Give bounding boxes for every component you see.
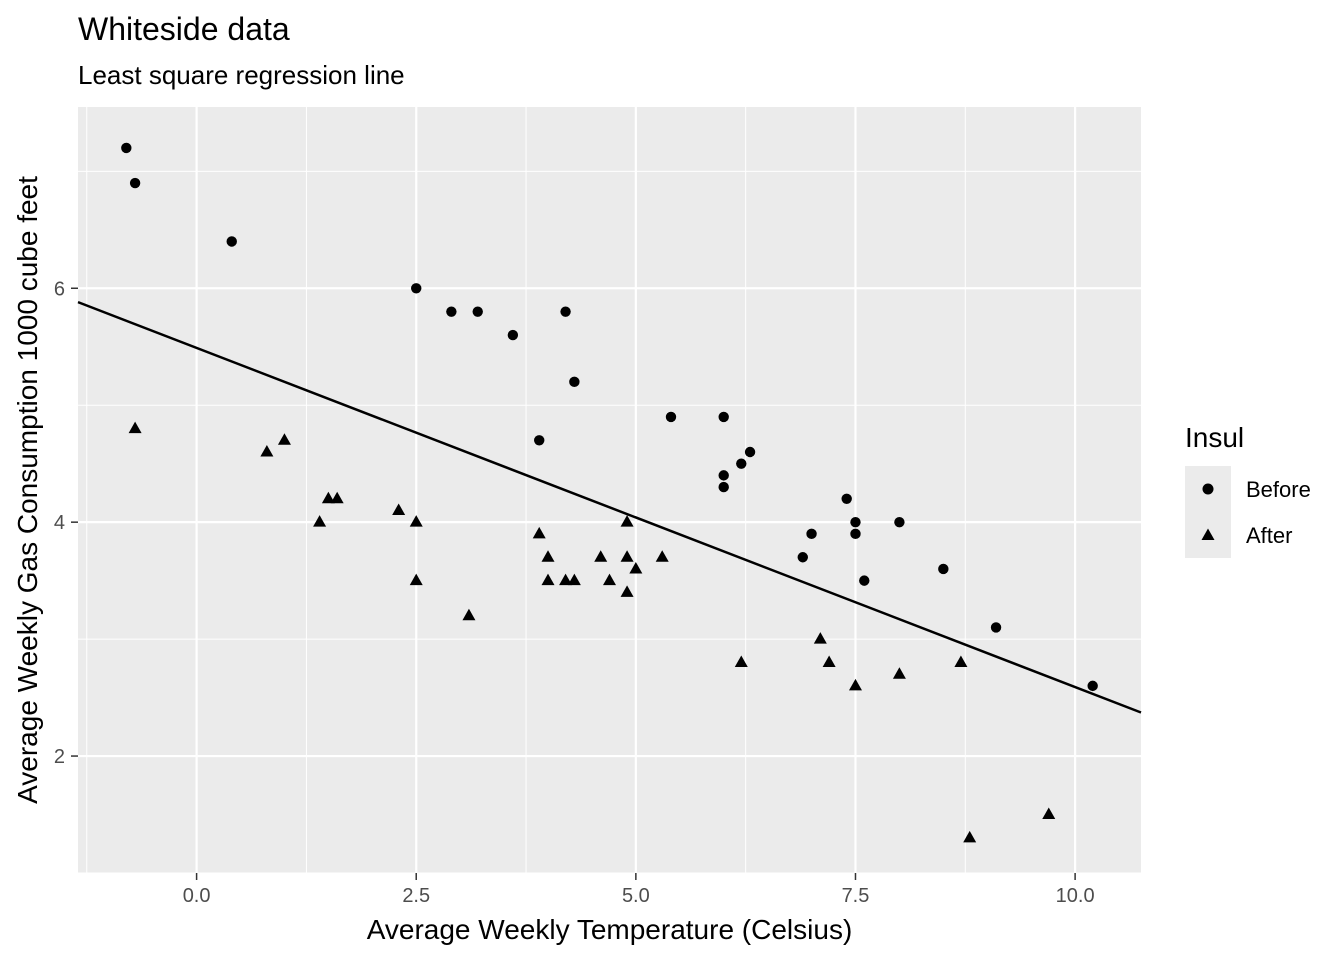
- chart-subtitle: Least square regression line: [78, 60, 405, 90]
- point-after: [655, 550, 669, 562]
- point-after: [392, 503, 406, 515]
- regression-line-group: [77, 300, 1142, 714]
- point-after: [822, 655, 836, 667]
- point-after: [734, 655, 748, 667]
- point-before: [744, 446, 756, 458]
- point-before: [841, 493, 852, 504]
- point-before: [718, 481, 729, 493]
- point-after: [813, 632, 827, 644]
- point-after: [409, 573, 423, 586]
- legend-label-after: After: [1246, 523, 1292, 548]
- point-after: [892, 667, 906, 679]
- point-after: [620, 550, 634, 562]
- point-before: [411, 283, 422, 294]
- point-before: [507, 329, 519, 341]
- point-after: [594, 550, 608, 562]
- point-after: [1042, 807, 1056, 820]
- point-after: [462, 608, 476, 621]
- point-after: [603, 573, 616, 586]
- y-tick-label: 6: [54, 278, 65, 300]
- x-tick-label: 0.0: [183, 885, 211, 907]
- legend-label-before: Before: [1246, 477, 1311, 502]
- point-before: [806, 528, 817, 540]
- point-after: [321, 491, 335, 504]
- plot-panel: [78, 107, 1141, 873]
- point-after: [559, 573, 573, 586]
- regression-line: [77, 300, 1142, 714]
- point-before: [718, 411, 729, 423]
- x-tick-label: 5.0: [622, 885, 650, 907]
- point-after: [532, 526, 546, 539]
- y-axis-title: Average Weekly Gas Consumption 1000 cube…: [12, 176, 43, 804]
- x-axis-title: Average Weekly Temperature (Celsius): [367, 914, 853, 945]
- point-before: [569, 376, 580, 388]
- chart-title: Whiteside data: [78, 11, 290, 47]
- point-before: [718, 470, 729, 481]
- x-axis-ticks: 0.0 2.5 5.0 7.5 10.0: [183, 873, 1095, 907]
- point-after: [260, 444, 274, 457]
- grid-minor: [78, 107, 1141, 874]
- point-after: [541, 573, 555, 586]
- y-tick-label: 4: [54, 512, 65, 534]
- legend-triangle-marker: [1201, 528, 1215, 540]
- point-after: [629, 561, 643, 574]
- y-tick-label: 2: [54, 746, 65, 768]
- point-after: [409, 515, 423, 527]
- x-tick-label: 7.5: [842, 885, 870, 907]
- point-before: [665, 411, 677, 423]
- point-before: [129, 177, 141, 189]
- point-after: [567, 573, 581, 586]
- point-after: [128, 421, 142, 434]
- point-after: [963, 830, 977, 843]
- data-points: [121, 142, 1098, 843]
- point-after: [954, 655, 968, 667]
- point-after: [330, 491, 344, 504]
- point-after: [620, 515, 634, 527]
- point-after: [277, 433, 291, 445]
- point-before: [990, 622, 1002, 633]
- x-tick-label: 10.0: [1056, 885, 1095, 907]
- point-before: [850, 516, 861, 528]
- legend-circle-marker: [1202, 483, 1214, 495]
- point-after: [313, 515, 327, 527]
- point-before: [859, 575, 870, 586]
- point-after: [848, 678, 862, 691]
- point-before: [894, 516, 905, 528]
- point-before: [472, 306, 483, 317]
- point-before: [446, 306, 457, 317]
- grid-major: [78, 107, 1141, 873]
- point-before: [736, 458, 747, 469]
- legend-title: Insul: [1185, 422, 1244, 453]
- point-before: [797, 552, 808, 563]
- point-before: [226, 236, 237, 247]
- point-before: [121, 142, 132, 154]
- point-after: [620, 585, 634, 597]
- point-after: [541, 550, 555, 562]
- point-before: [938, 563, 949, 575]
- x-tick-label: 2.5: [402, 885, 430, 907]
- point-before: [560, 306, 571, 317]
- y-axis-ticks: 2 4 6: [54, 278, 78, 768]
- legend: Insul Before After: [1185, 422, 1311, 558]
- point-before: [534, 435, 545, 446]
- point-before: [1087, 680, 1098, 692]
- point-before: [850, 528, 861, 540]
